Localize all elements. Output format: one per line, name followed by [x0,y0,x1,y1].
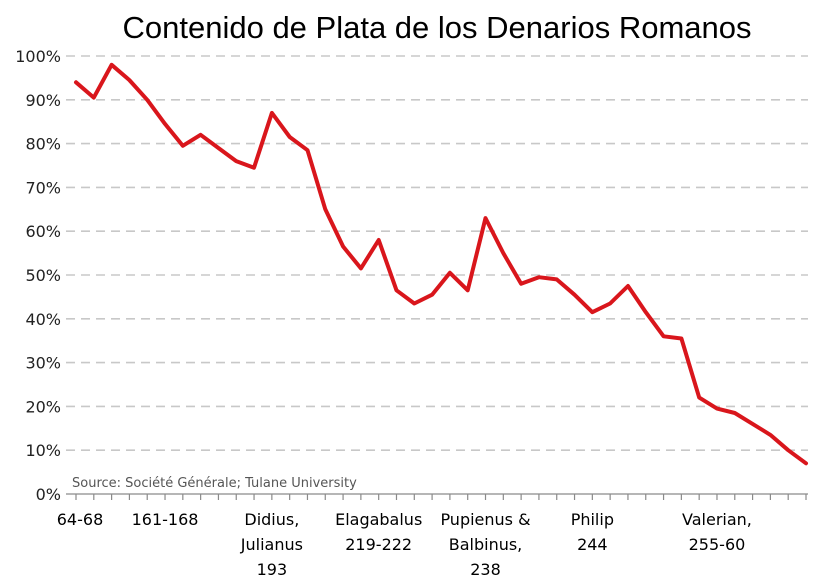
y-tick-label: 70% [25,178,61,197]
y-tick-label: 100% [15,47,61,66]
x-axis-tick-marks [75,494,807,500]
x-axis-labels: 64-68 161-168 Didius, Julianus 193 Elagabalus… [57,510,752,579]
y-axis-ticks: 0% 10% 20% 30% 40% 50% 60% 70% 80% 90% 100% [15,47,61,504]
x-tick-label: Didius, Julianus 193 [240,510,303,579]
y-tick-label: 20% [25,397,61,416]
y-tick-label: 50% [25,266,61,285]
x-tick-label: 64-68 [57,510,104,529]
x-tick-label: Philip 244 [571,510,614,554]
y-tick-label: 60% [25,222,61,241]
x-tick-label: 161-168 [132,510,199,529]
source-note: Source: Société Générale; Tulane Univers… [72,476,357,491]
y-tick-label: 0% [36,485,61,504]
y-tick-label: 10% [25,441,61,460]
gridlines [66,55,808,452]
y-tick-label: 30% [25,354,61,373]
series-lines [74,62,808,466]
chart-title: Contenido de Plata de los Denarios Roman… [123,10,752,45]
y-tick-label: 80% [25,135,61,154]
x-tick-label: Pupienus & Balbinus, 238 [440,510,530,579]
x-tick-label: Elagabalus 219-222 [335,510,422,554]
series-line [74,62,808,466]
x-tick-label: Valerian, 255-60 [682,510,752,554]
y-tick-label: 40% [25,310,61,329]
y-tick-label: 90% [25,91,61,110]
